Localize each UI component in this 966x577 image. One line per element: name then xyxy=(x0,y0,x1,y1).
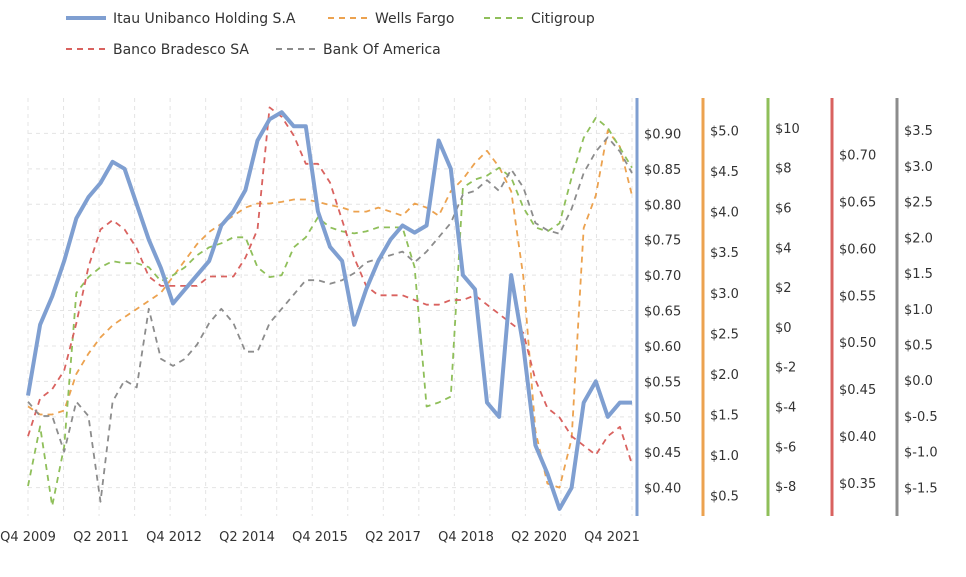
legend-label-boa: Bank Of America xyxy=(323,42,441,58)
x-tick-label: Q2 2017 xyxy=(365,530,421,545)
x-tick-label: Q2 2020 xyxy=(511,530,567,545)
y-tick-label-citi: $0 xyxy=(775,321,792,336)
y-tick-label-bradesco: $0.35 xyxy=(839,477,876,492)
y-tick-label-boa: $-1.0 xyxy=(904,446,938,461)
series-line-wells xyxy=(27,129,633,489)
x-tick-label: Q4 2012 xyxy=(146,530,202,545)
series-line-citi xyxy=(27,117,633,507)
y-tick-label-bradesco: $0.40 xyxy=(839,430,876,445)
y-tick-label-wells: $1.0 xyxy=(710,449,739,464)
y-tick-label-itau: $0.40 xyxy=(644,482,681,497)
y-tick-label-boa: $2.5 xyxy=(904,196,933,211)
x-tick-label: Q4 2018 xyxy=(438,530,494,545)
x-tick-label: Q4 2021 xyxy=(584,530,640,545)
y-tick-label-itau: $0.80 xyxy=(644,198,681,213)
y-tick-label-wells: $1.5 xyxy=(710,409,739,424)
y-tick-label-boa: $0.5 xyxy=(904,339,933,354)
y-tick-label-boa: $2.0 xyxy=(904,231,933,246)
y-tick-label-bradesco: $0.60 xyxy=(839,242,876,257)
series-line-itau xyxy=(26,110,632,511)
y-tick-label-itau: $0.45 xyxy=(644,446,681,461)
y-tick-label-wells: $4.5 xyxy=(710,165,739,180)
y-tick-label-itau: $0.70 xyxy=(644,269,681,284)
y-tick-label-boa: $1.0 xyxy=(904,303,933,318)
y-tick-label-citi: $-4 xyxy=(775,401,796,416)
y-tick-label-boa: $-1.5 xyxy=(904,481,938,496)
y-tick-label-itau: $0.60 xyxy=(644,340,681,355)
y-tick-label-wells: $2.5 xyxy=(710,327,739,342)
y-tick-label-itau: $0.65 xyxy=(644,305,681,320)
y-tick-label-bradesco: $0.70 xyxy=(839,148,876,163)
y-tick-label-citi: $4 xyxy=(775,241,792,256)
y-tick-label-bradesco: $0.65 xyxy=(839,195,876,210)
legend-label-bradesco: Banco Bradesco SA xyxy=(113,42,249,58)
y-tick-label-wells: $3.0 xyxy=(710,287,739,302)
y-tick-label-itau: $0.50 xyxy=(644,411,681,426)
y-tick-label-wells: $4.0 xyxy=(710,206,739,221)
x-tick-label: Q4 2009 xyxy=(0,530,56,545)
y-tick-label-citi: $8 xyxy=(775,162,792,177)
y-tick-label-boa: $-0.5 xyxy=(904,410,938,425)
y-tick-label-boa: $1.5 xyxy=(904,267,933,282)
x-tick-label: Q2 2014 xyxy=(219,530,275,545)
y-tick-label-boa: $3.5 xyxy=(904,124,933,139)
x-tick-label: Q2 2011 xyxy=(73,530,129,545)
y-tick-label-citi: $2 xyxy=(775,281,792,296)
x-tick-label: Q4 2015 xyxy=(292,530,348,545)
y-tick-label-wells: $5.0 xyxy=(710,124,739,139)
y-tick-label-bradesco: $0.55 xyxy=(839,289,876,304)
y-tick-label-itau: $0.75 xyxy=(644,234,681,249)
y-tick-label-citi: $6 xyxy=(775,201,792,216)
y-tick-label-bradesco: $0.45 xyxy=(839,383,876,398)
y-tick-label-wells: $0.5 xyxy=(710,490,739,505)
y-tick-label-citi: $-2 xyxy=(775,361,796,376)
legend-label-itau: Itau Unibanco Holding S.A xyxy=(113,11,296,27)
legend-label-wells: Wells Fargo xyxy=(375,11,454,27)
series-line-bradesco xyxy=(27,106,633,465)
y-tick-label-itau: $0.55 xyxy=(644,375,681,390)
y-tick-label-bradesco: $0.50 xyxy=(839,336,876,351)
series-line-boa xyxy=(27,136,633,503)
y-tick-label-citi: $10 xyxy=(775,122,800,137)
y-tick-label-citi: $-6 xyxy=(775,440,796,455)
y-tick-label-itau: $0.90 xyxy=(644,127,681,142)
y-tick-label-boa: $3.0 xyxy=(904,160,933,175)
y-tick-label-wells: $2.0 xyxy=(710,368,739,383)
y-tick-label-wells: $3.5 xyxy=(710,246,739,261)
y-tick-label-boa: $0.0 xyxy=(904,374,933,389)
legend-label-citi: Citigroup xyxy=(531,11,595,27)
y-tick-label-itau: $0.85 xyxy=(644,163,681,178)
y-tick-label-citi: $-8 xyxy=(775,480,796,495)
